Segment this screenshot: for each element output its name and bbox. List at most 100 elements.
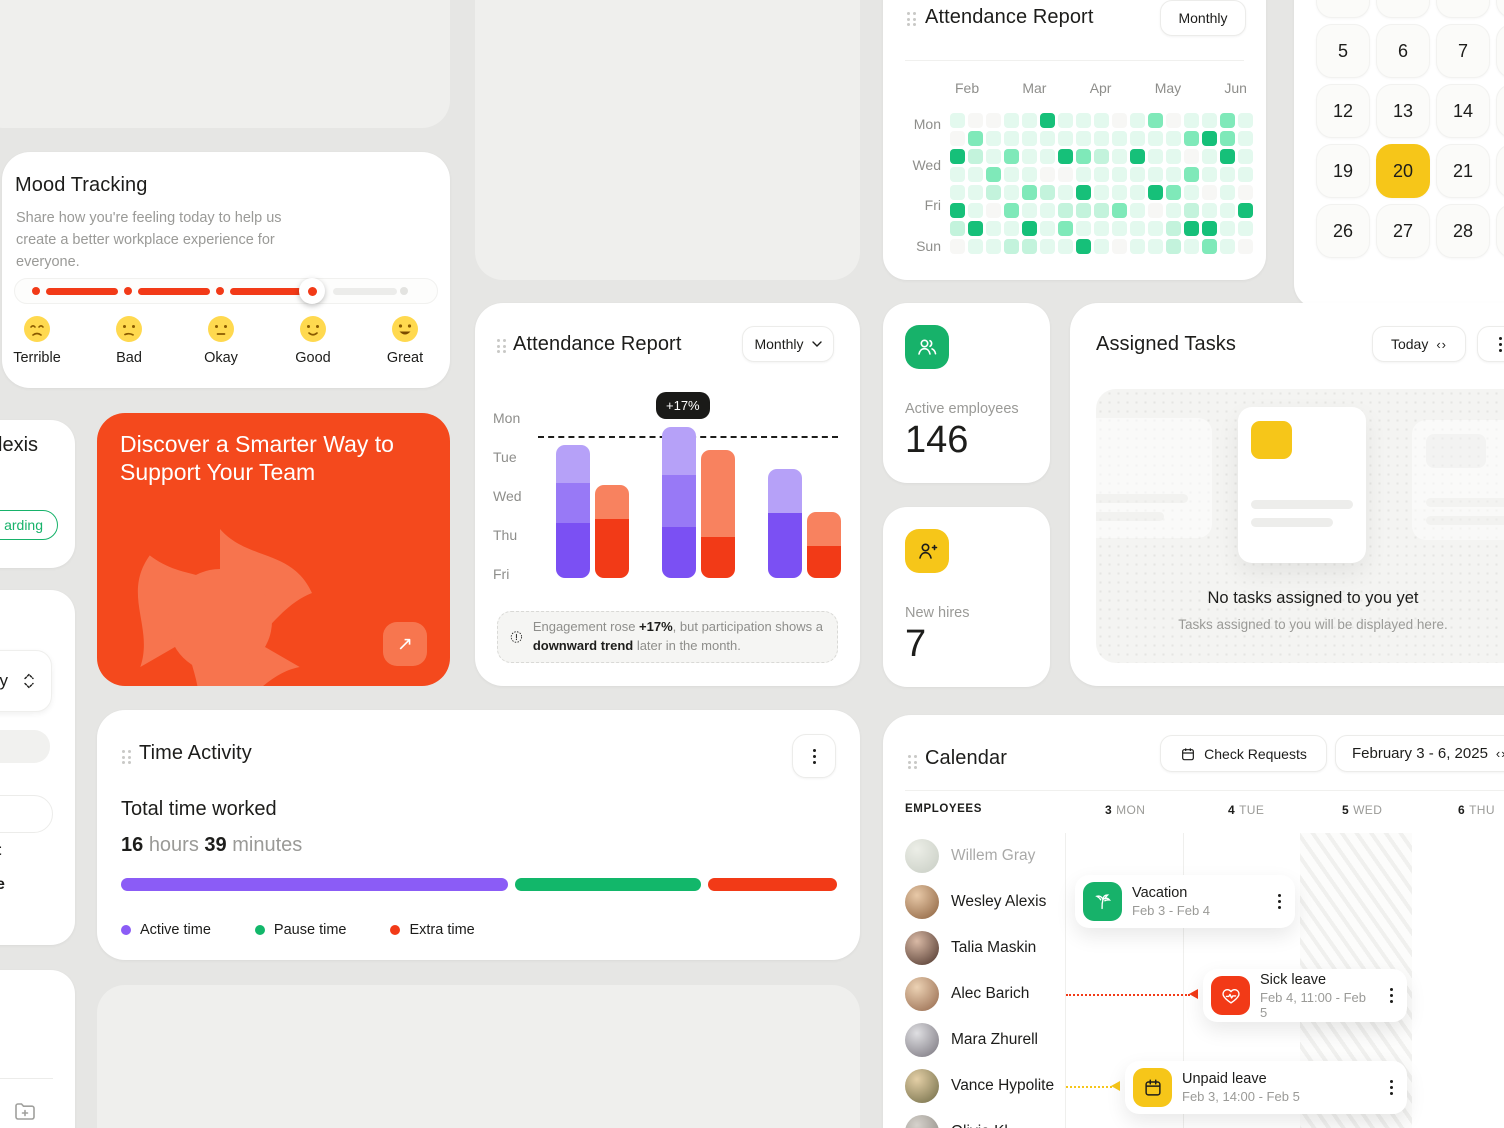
calendar-day-cell[interactable]: 21 [1436,144,1490,198]
sort-selector[interactable]: ky [0,650,52,712]
event-card-unpaid-leave[interactable]: Unpaid leave Feb 3, 14:00 - Feb 5 [1125,1061,1407,1114]
slider-fill [230,288,302,295]
avatar [905,1023,939,1057]
heatmap-cell [1202,203,1217,218]
filter-pill[interactable] [0,795,53,833]
drag-handle-icon[interactable] [908,755,917,769]
kebab-menu-button[interactable] [1477,326,1504,362]
heatmap-cell [1076,203,1091,218]
event-card-sick-leave[interactable]: Sick leave Feb 4, 11:00 - Feb 5 [1203,969,1407,1022]
slider-stop[interactable] [400,287,408,295]
calendar-day-cell[interactable]: 6 [1376,24,1430,78]
emoji-good-icon[interactable] [299,315,327,343]
employee-row[interactable]: Talia Maskin [905,925,1075,971]
month-label: Jun [1224,80,1247,96]
calendar-day-cell[interactable]: 28 [1436,204,1490,258]
check-requests-button[interactable]: Check Requests [1160,735,1327,772]
heatmap-cell [1058,239,1073,254]
bar-segment [768,513,802,578]
event-title: Unpaid leave [1182,1071,1267,1087]
heatmap-cell [1094,185,1109,200]
kebab-icon[interactable] [1384,984,1399,1007]
swirl-icon [137,529,312,686]
list-controls-card-partial: ky t e [0,590,75,945]
employee-row[interactable]: Willem Gray [905,833,1075,879]
calendar-date-range[interactable]: February 3 - 6, 2025 ‹› [1335,735,1504,772]
promo-open-button[interactable]: ↗ [383,622,427,666]
heatmap-cell [1130,113,1145,128]
event-title: Sick leave [1260,971,1327,988]
heatmap-cell [1166,239,1181,254]
mood-slider[interactable] [14,278,438,304]
employee-name: Alec Barich [951,985,1030,1002]
orange-bar [807,512,841,578]
calendar-day-cell[interactable]: 20 [1376,144,1430,198]
period-dropdown[interactable]: Monthly [742,326,834,362]
emoji-great-icon[interactable] [391,315,419,343]
bar-segment [807,546,841,578]
calendar-day-cell[interactable]: 14 [1436,84,1490,138]
heatmap-cell [950,239,965,254]
attendance-report-card: Attendance Report Monthly Mon Tue Wed Th… [475,303,860,686]
folder-plus-icon[interactable] [13,1100,37,1124]
slider-stop[interactable] [216,287,224,295]
mood-label: Great [386,350,424,366]
calendar-day-cell[interactable]: 7 [1436,24,1490,78]
employee-row[interactable]: Vance Hypolite [905,1063,1075,1109]
date-range-value: February 3 - 6, 2025 [1352,745,1488,762]
time-activity-legend: Active time Pause time Extra time [121,922,475,938]
heatmap-cell [1004,149,1019,164]
kebab-menu-button[interactable] [792,734,836,778]
attendance-heatmap-grid [950,113,1253,254]
note-text: Engagement rose +17%, but participation … [532,619,823,653]
slider-stop[interactable] [124,287,132,295]
calendar-day-cell[interactable]: 26 [1316,204,1370,258]
heatmap-cell [1022,131,1037,146]
employee-name: Wesley Alexis [951,893,1047,910]
emoji-terrible-icon[interactable] [23,315,51,343]
calendar-day-cell[interactable]: 27 [1376,204,1430,258]
emoji-okay-icon[interactable] [207,315,235,343]
filter-pill[interactable] [0,730,50,763]
drag-handle-icon[interactable] [122,750,131,764]
period-button[interactable]: Monthly [1160,0,1246,36]
heatmap-cell [1238,131,1253,146]
calendar-day-cell[interactable]: 12 [1316,84,1370,138]
heatmap-cell [968,149,983,164]
drag-handle-icon[interactable] [907,12,916,26]
range-value: Today [1390,336,1429,352]
heatmap-cell [1148,221,1163,236]
drag-handle-icon[interactable] [497,339,506,353]
palm-icon [1083,882,1122,921]
grid-line [1065,833,1066,1128]
heatmap-cell [1112,149,1127,164]
heatmap-cell [1112,221,1127,236]
event-connector [1066,1086,1112,1088]
event-dates: Feb 3 - Feb 4 [1132,903,1211,918]
heatmap-cell [1148,203,1163,218]
emoji-bad-icon[interactable] [115,315,143,343]
slider-stop[interactable] [32,287,40,295]
alert-icon [510,631,523,643]
slider-thumb[interactable] [299,278,325,304]
promo-card[interactable]: Discover a Smarter Way to Support Your T… [97,413,450,686]
calendar-day-cell[interactable]: 5 [1316,24,1370,78]
event-card-vacation[interactable]: Vacation Feb 3 - Feb 4 [1075,875,1295,928]
prev-next-icon[interactable]: ‹› [1495,746,1504,761]
kebab-icon[interactable] [1272,890,1287,913]
employee-profile-card-partial[interactable]: lexis arding [0,420,75,568]
calendar-day-cell[interactable]: 19 [1316,144,1370,198]
employee-row[interactable]: Alec Barich [905,971,1075,1017]
prev-next-icon[interactable]: ‹› [1436,336,1448,352]
heatmap-cell [968,185,983,200]
heatmap-cell [1004,131,1019,146]
bar-segment [662,527,696,578]
heatmap-cell [1004,239,1019,254]
employee-row[interactable]: Wesley Alexis [905,879,1075,925]
employee-row[interactable]: Mara Zhurell [905,1017,1075,1063]
date-range-button[interactable]: Today ‹› [1372,326,1466,362]
calendar-day-cell[interactable]: 13 [1376,84,1430,138]
placeholder-card [0,0,450,128]
kebab-icon[interactable] [1384,1076,1399,1099]
employee-row[interactable]: Olivia Kl [905,1109,1075,1128]
